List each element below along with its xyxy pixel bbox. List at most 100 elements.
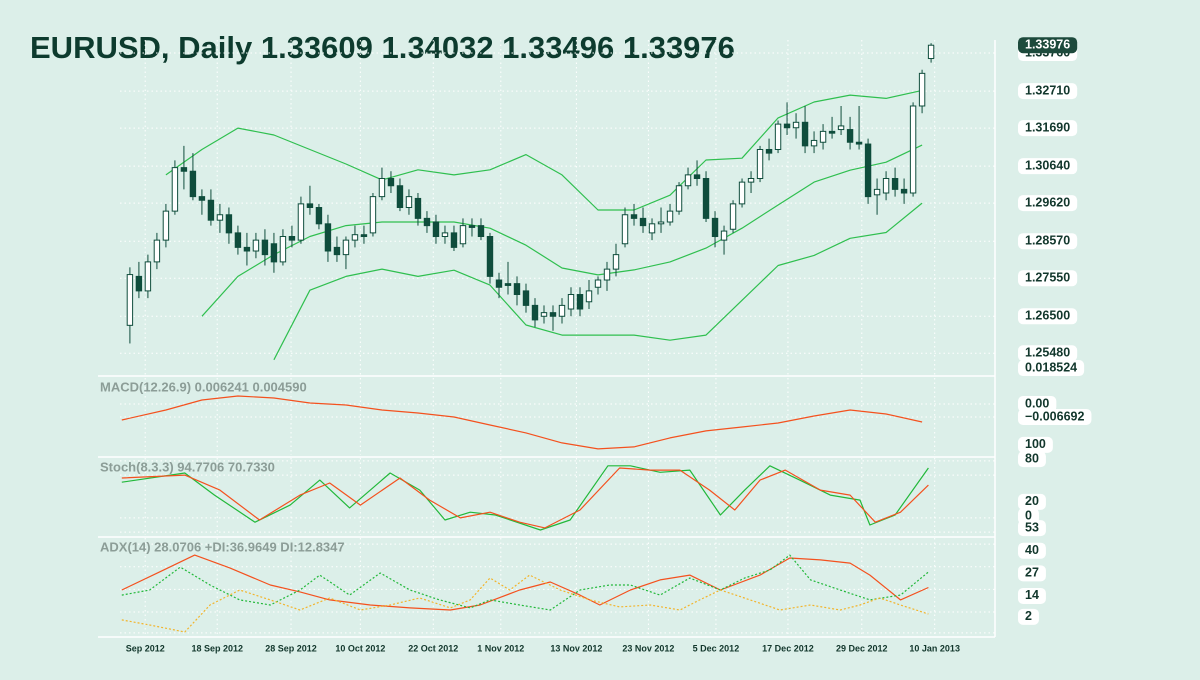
tick-label-box (1018, 565, 1046, 582)
candle-body (612, 254, 620, 270)
line-series (121, 554, 929, 611)
candle-body (351, 234, 359, 241)
frame (98, 40, 996, 638)
candle-body (585, 290, 593, 303)
tick-label-box (1018, 270, 1078, 287)
candle-body (387, 177, 395, 187)
line-series (201, 144, 923, 317)
candle-body (414, 197, 422, 219)
y-tick-label: 100 (1025, 437, 1046, 451)
panel-title: ADX(14) 28.0706 +DI:36.9649 DI:12.8347 (100, 539, 345, 554)
grid (120, 40, 995, 637)
current-price-label: 1.33976 (1025, 38, 1070, 52)
candle-body (261, 239, 269, 256)
x-tick-label: Sep 2012 (126, 643, 165, 653)
candle-body (927, 44, 935, 60)
y-tick-label: 0.018524 (1025, 360, 1077, 374)
candle-body (126, 274, 134, 326)
price-badge (1018, 37, 1078, 54)
candle-body (216, 214, 224, 221)
candle-body (657, 221, 665, 225)
tick-label-box (1018, 608, 1039, 625)
tick-label-box (1018, 120, 1078, 137)
candle-body (306, 203, 314, 209)
line-series (121, 395, 923, 450)
candle-body (810, 139, 818, 147)
tick-label-box (1018, 395, 1057, 412)
line-series (121, 554, 929, 611)
candle-body (675, 185, 683, 212)
tick-label-box (1018, 195, 1078, 212)
tick-label-box (1018, 233, 1078, 250)
candle-body (531, 304, 539, 321)
y-tick-label: 20 (1025, 494, 1039, 508)
x-tick-label: 23 Nov 2012 (622, 643, 674, 653)
candle-body (135, 275, 143, 292)
candle-body (234, 232, 242, 248)
candle-body (288, 236, 296, 241)
candle-body (450, 232, 458, 248)
candle-body (837, 125, 845, 131)
x-tick-label: 22 Oct 2012 (408, 643, 458, 653)
tick-label-box (1018, 493, 1046, 510)
candle-body (549, 312, 557, 317)
plot (121, 43, 935, 633)
tick-label-box (1018, 158, 1078, 175)
line-series (121, 467, 929, 529)
x-tick-label: 5 Dec 2012 (693, 643, 740, 653)
candle-body (765, 148, 773, 154)
y-tick-label: 14 (1025, 588, 1039, 602)
tick-label-box (1018, 451, 1046, 468)
x-tick-label: 18 Sep 2012 (191, 643, 243, 653)
candle-body (432, 221, 440, 238)
y-tick-label: 1.28570 (1025, 234, 1070, 248)
y-tick-label: 1.26500 (1025, 309, 1070, 323)
candle-body (468, 225, 476, 228)
candle-body (297, 203, 305, 241)
candle-body (423, 217, 431, 227)
tick-label-box (1018, 436, 1053, 453)
candle-body (441, 232, 449, 238)
candle-body (171, 167, 179, 212)
chart-title: EURUSD, Daily 1.33609 1.34032 1.33496 1.… (30, 30, 735, 65)
candle-body (459, 225, 467, 245)
y-tick-label: 2 (1025, 609, 1032, 623)
candle-body (270, 243, 278, 263)
candle-body (189, 170, 197, 198)
candle-body (495, 279, 503, 288)
tick-label-box (1018, 520, 1046, 537)
y-tick-label: 1.32710 (1025, 83, 1070, 97)
candle-body (324, 223, 332, 252)
axis-labels: Sep 2012 18 Sep 2012 28 Sep 2012 10 Oct 201… (100, 37, 1092, 653)
candle-body (774, 123, 782, 150)
candle-body (747, 177, 755, 183)
candle-body (576, 294, 584, 310)
candle-body (783, 123, 791, 129)
candle-body (603, 268, 611, 281)
y-tick-label: −0.006692 (1025, 409, 1084, 423)
candle-body (792, 121, 800, 129)
candle-body (396, 185, 404, 208)
candle-body (477, 225, 485, 238)
candle-body (900, 188, 908, 194)
x-tick-label: 10 Jan 2013 (909, 643, 960, 653)
x-tick-label: 13 Nov 2012 (550, 643, 602, 653)
x-tick-label: 1 Nov 2012 (477, 643, 524, 653)
y-tick-label: 1.27550 (1025, 270, 1070, 284)
candle-body (207, 199, 215, 221)
tick-label-box (1018, 360, 1085, 377)
line-series (273, 202, 923, 361)
candle-body (828, 130, 836, 134)
x-tick-label: 28 Sep 2012 (265, 643, 317, 653)
y-tick-label: 0 (1025, 508, 1032, 522)
candle-body (729, 203, 737, 230)
y-tick-label: 1.29620 (1025, 195, 1070, 209)
candle-body (567, 294, 575, 310)
tick-label-box (1018, 345, 1078, 362)
candle-body (738, 181, 746, 205)
candle-body (918, 72, 926, 107)
candle-body (522, 290, 530, 306)
candle-body (162, 210, 170, 241)
candle-body (909, 105, 917, 194)
